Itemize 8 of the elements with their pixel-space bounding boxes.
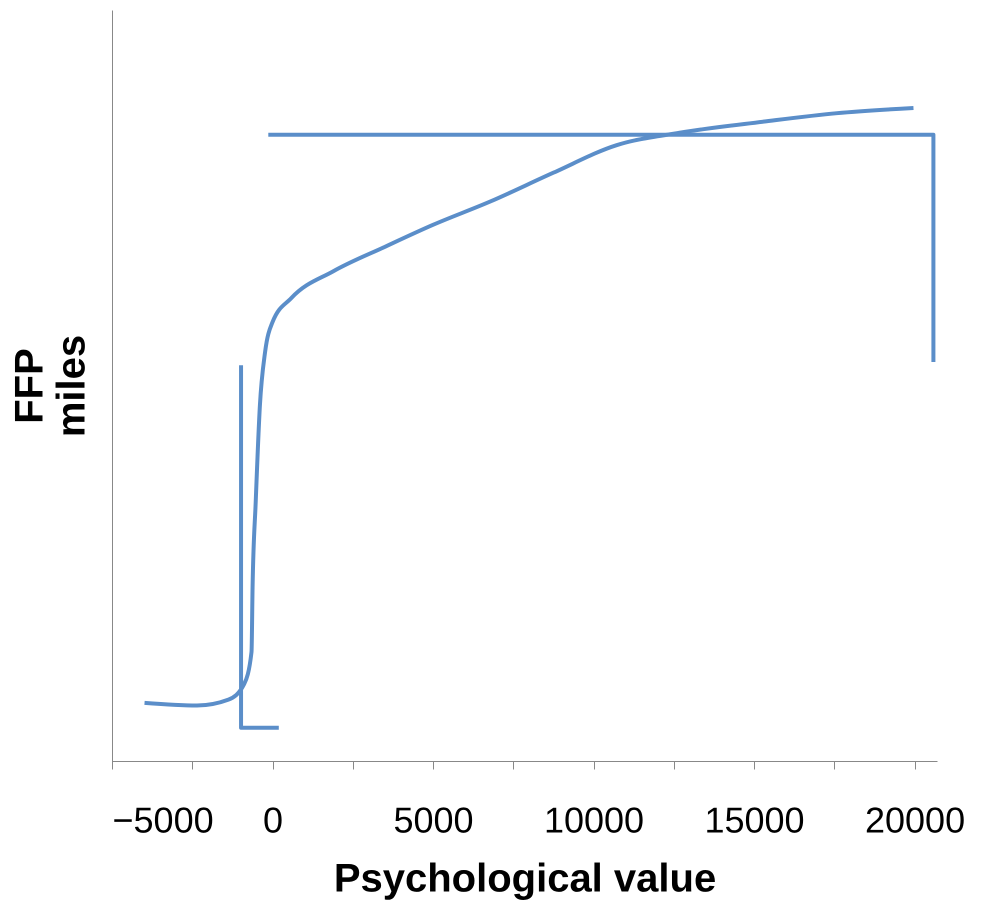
x-tick-label: 10000 [544,800,644,840]
y-axis-title: FFP miles [8,334,94,438]
x-tick-label: 20000 [864,800,966,840]
x-tick-label: 5000 [393,800,474,840]
x-tick-label: −5000 [112,800,214,840]
x-axis-title: Psychological value [334,856,716,900]
x-tick-label: 0 [262,800,284,840]
x-tick-label: 15000 [704,800,805,840]
